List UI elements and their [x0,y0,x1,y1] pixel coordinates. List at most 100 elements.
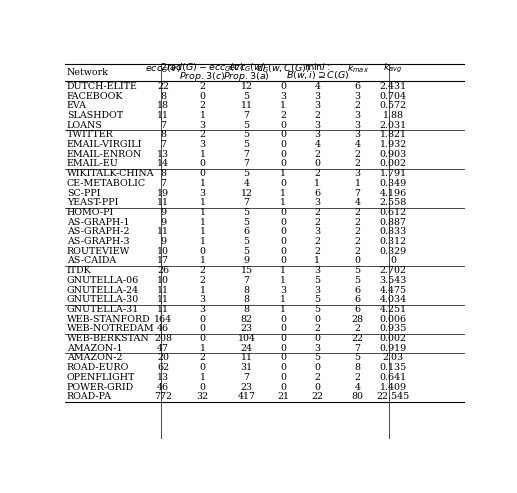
Text: 7: 7 [160,121,166,130]
Text: CE-METABOLIC: CE-METABOLIC [67,179,146,188]
Text: 0: 0 [200,92,206,101]
Text: 0: 0 [200,324,206,333]
Text: 417: 417 [238,392,256,401]
Text: 0: 0 [280,334,286,343]
Text: DUTCH-ELITE: DUTCH-ELITE [67,82,138,91]
Text: 1: 1 [200,218,206,227]
Text: 3: 3 [200,140,206,149]
Text: 3: 3 [355,121,361,130]
Text: 7: 7 [244,373,250,382]
Text: AS-GRAPH-2: AS-GRAPH-2 [67,227,129,236]
Text: GNUTELLA-06: GNUTELLA-06 [67,276,139,285]
Text: 0: 0 [200,363,206,372]
Text: 3: 3 [355,111,361,120]
Text: 208: 208 [154,334,172,343]
Text: 0.641: 0.641 [379,373,407,382]
Text: GNUTELLA-30: GNUTELLA-30 [67,295,139,304]
Text: 1: 1 [314,256,320,265]
Text: 7: 7 [355,344,360,353]
Text: 1.409: 1.409 [379,383,407,391]
Text: 0: 0 [280,256,286,265]
Text: 0: 0 [280,218,286,227]
Text: 2: 2 [314,150,320,159]
Text: 3: 3 [200,295,206,304]
Text: 7: 7 [160,179,166,188]
Text: 6: 6 [355,285,361,295]
Text: 2: 2 [355,237,360,246]
Text: 8: 8 [244,295,250,304]
Text: 11: 11 [241,101,253,110]
Text: $B(w,i) \supseteq C(G)$: $B(w,i) \supseteq C(G)$ [285,70,349,81]
Text: POWER-GRID: POWER-GRID [67,383,134,391]
Text: 0: 0 [200,159,206,169]
Text: 5: 5 [244,208,250,217]
Text: ROAD-EURO: ROAD-EURO [67,363,129,372]
Text: 3: 3 [280,92,286,101]
Text: 4: 4 [314,82,320,91]
Text: 0: 0 [280,82,286,91]
Text: 0: 0 [200,315,206,324]
Text: 772: 772 [154,392,172,401]
Text: 8: 8 [160,130,166,140]
Text: 0: 0 [280,227,286,236]
Text: 2: 2 [355,324,360,333]
Text: 8: 8 [160,92,166,101]
Text: 0.006: 0.006 [379,315,407,324]
Text: 28: 28 [352,315,363,324]
Text: WEB-BERKSTAN: WEB-BERKSTAN [67,334,150,343]
Text: ROAD-PA: ROAD-PA [67,392,112,401]
Text: 0.919: 0.919 [379,344,407,353]
Text: AS-CAIDA: AS-CAIDA [67,256,116,265]
Text: 0: 0 [280,121,286,130]
Text: 1: 1 [314,179,320,188]
Text: 2.702: 2.702 [379,266,407,275]
Text: EMAIL-EU: EMAIL-EU [67,159,119,169]
Text: 0.572: 0.572 [379,101,407,110]
Text: 23: 23 [241,324,253,333]
Text: 2: 2 [355,150,360,159]
Text: 17: 17 [157,256,169,265]
Text: 3: 3 [314,344,321,353]
Text: 11: 11 [157,198,169,207]
Text: 7: 7 [244,159,250,169]
Text: 1: 1 [200,237,206,246]
Text: LOANS: LOANS [67,121,103,130]
Text: 3: 3 [200,305,206,314]
Text: 10: 10 [157,247,169,256]
Text: 3.543: 3.543 [379,276,407,285]
Text: 80: 80 [352,392,363,401]
Text: HOMO-PI: HOMO-PI [67,208,114,217]
Text: 2: 2 [200,101,206,110]
Text: AS-GRAPH-3: AS-GRAPH-3 [67,237,130,246]
Text: 6: 6 [355,82,361,91]
Text: 9: 9 [244,256,250,265]
Text: 2: 2 [314,237,320,246]
Text: 6: 6 [244,227,250,236]
Text: 8: 8 [244,285,250,295]
Text: 0: 0 [280,237,286,246]
Text: 7: 7 [244,150,250,159]
Text: 0.704: 0.704 [379,92,407,101]
Text: 9: 9 [160,237,166,246]
Text: GNUTELLA-31: GNUTELLA-31 [67,305,139,314]
Text: 11: 11 [157,227,169,236]
Text: 5: 5 [314,276,321,285]
Text: 5: 5 [244,121,250,130]
Text: 9: 9 [160,208,166,217]
Text: 4: 4 [314,140,320,149]
Text: 2: 2 [200,276,206,285]
Text: 2: 2 [314,324,320,333]
Text: 5: 5 [244,130,250,140]
Text: 0: 0 [314,363,320,372]
Text: 23: 23 [241,383,253,391]
Text: 31: 31 [241,363,253,372]
Text: 0: 0 [280,208,286,217]
Text: 11: 11 [157,111,169,120]
Text: 104: 104 [238,334,256,343]
Text: $Prop.3(a)$: $Prop.3(a)$ [223,70,270,83]
Text: 9: 9 [160,218,166,227]
Text: 22: 22 [352,334,363,343]
Text: 1: 1 [280,305,286,314]
Text: 0: 0 [280,344,286,353]
Text: 2: 2 [314,218,320,227]
